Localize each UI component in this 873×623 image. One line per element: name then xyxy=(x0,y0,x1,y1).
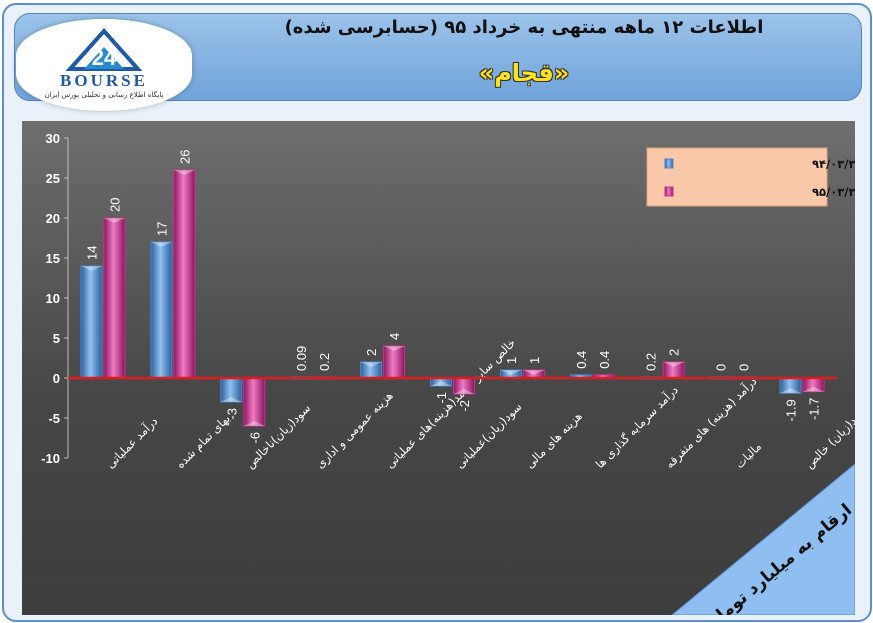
logo-tagline: پایگاه اطلاع رسانی و تحلیلی بورس ایران xyxy=(44,91,164,99)
data-label: 1 xyxy=(527,357,542,364)
data-label: 14 xyxy=(84,246,99,260)
bar-bevel xyxy=(360,362,382,367)
data-label: 0.2 xyxy=(644,353,659,371)
data-label: 0.4 xyxy=(597,351,612,369)
y-tick-label: 5 xyxy=(53,331,60,346)
x-tick-label: مالیات xyxy=(732,439,764,471)
bar-bevel xyxy=(523,370,545,375)
y-tick-label: -5 xyxy=(48,411,60,426)
bar-bevel xyxy=(243,421,265,426)
y-tick-label: 30 xyxy=(46,131,60,146)
bar-bevel xyxy=(383,346,405,351)
legend: ۱۲ ماهه منتهی به ۹۴/۰۳/۳۱ ۱۲ ماهه منتهی ب… xyxy=(646,147,855,207)
data-label: -6 xyxy=(247,432,262,444)
unit-note-bg xyxy=(671,463,855,615)
data-label: 0.2 xyxy=(317,353,332,371)
legend-swatch xyxy=(664,186,674,197)
bar-bevel xyxy=(80,266,102,271)
bar-series2 xyxy=(103,217,126,379)
y-tick-label: -10 xyxy=(41,451,60,466)
y-tick-label: 10 xyxy=(46,291,60,306)
bourse-logo-mark: 24 xyxy=(66,28,142,71)
data-label: 1 xyxy=(504,357,519,364)
data-label: -1.7 xyxy=(807,398,822,420)
bar-series2 xyxy=(173,169,196,379)
legend-box xyxy=(646,147,828,207)
x-tick-label: هزینه های مالی xyxy=(523,409,586,472)
unit-note-band: ارقام به میلیارد تومان xyxy=(671,463,855,615)
page-title: اطلاعات ۱۲ ماهه منتهی به خرداد ۹۵ (حسابر… xyxy=(284,17,764,38)
svg-text:24: 24 xyxy=(92,45,117,70)
data-label: 0.4 xyxy=(574,351,589,369)
data-label: 0 xyxy=(714,364,729,371)
bourse-logo: 24 BOURSE پایگاه اطلاع رسانی و تحلیلی بو… xyxy=(16,19,192,111)
legend-label: ۱۲ ماهه منتهی به ۹۴/۰۳/۳۱ xyxy=(812,157,855,171)
bar-bevel xyxy=(150,242,172,247)
bar-bevel xyxy=(500,370,522,375)
bar-series2 xyxy=(243,377,266,427)
bar-bevel xyxy=(430,381,452,386)
data-label: 20 xyxy=(107,198,122,212)
data-label: 2 xyxy=(667,349,682,356)
data-label: 0 xyxy=(737,364,752,371)
bar-bevel xyxy=(663,362,685,367)
bar-bevel xyxy=(453,389,475,394)
y-tick-label: 0 xyxy=(53,371,60,386)
y-tick-label: 15 xyxy=(46,251,60,266)
data-label: -1 xyxy=(434,392,449,404)
data-label: 26 xyxy=(177,150,192,164)
company-name: «قجام» xyxy=(478,59,570,87)
plot-area: 30 25 20 15 10 5 0 -5 -10 14 20 درآمد عملیاتی 17 26 به… xyxy=(22,121,855,615)
data-label: -2 xyxy=(457,400,472,412)
x-tick-label: درآمد عملیاتی xyxy=(103,414,161,472)
logo-wordmark: BOURSE xyxy=(60,71,148,90)
data-label: 4 xyxy=(387,333,402,340)
data-label: -1.9 xyxy=(784,399,799,421)
chart-frame: 24 BOURSE پایگاه اطلاع رسانی و تحلیلی بو… xyxy=(2,3,872,622)
bar-bevel xyxy=(103,218,125,223)
bar-bevel xyxy=(220,397,242,402)
legend-swatch xyxy=(664,158,674,169)
bar-bevel xyxy=(803,386,825,392)
bar-series1 xyxy=(80,265,103,379)
legend-label: ۱۲ ماهه منتهی به ۹۵/۰۳/۳۱ xyxy=(812,185,855,199)
bar-series1 xyxy=(150,241,173,379)
data-label: -3 xyxy=(224,408,239,420)
data-label: 2 xyxy=(364,349,379,356)
y-tick-label: 25 xyxy=(46,171,60,186)
y-tick-label: 20 xyxy=(46,211,60,226)
bar-bevel xyxy=(780,388,802,394)
data-label: 17 xyxy=(154,222,169,236)
data-label: 0.09 xyxy=(294,346,309,371)
bar-bevel xyxy=(173,170,195,175)
